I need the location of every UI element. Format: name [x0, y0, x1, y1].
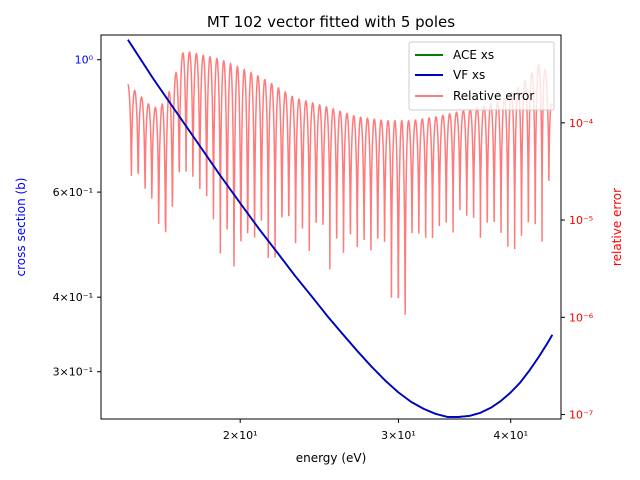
- legend-box: [408, 41, 555, 111]
- y-right-tick-label: 10⁻⁴: [569, 117, 594, 130]
- series-vf-xs: [127, 39, 554, 418]
- y-left-tick-label: 4×10⁻¹: [53, 291, 93, 304]
- y-axis-left: 10⁰ 6×10⁻¹ 4×10⁻¹ 3×10⁻¹: [53, 54, 101, 379]
- y-right-tick-label: 10⁻⁶: [569, 311, 594, 324]
- chart-title: MT 102 vector fitted with 5 poles: [207, 13, 455, 31]
- legend-label-vf: VF xs: [453, 68, 485, 82]
- x-tick-label: 4×10¹: [493, 429, 528, 442]
- y-axis-right-label: relative error: [610, 188, 624, 266]
- x-axis: 2×10¹ 3×10¹ 4×10¹: [223, 419, 528, 442]
- y-axis-right: 10⁻⁴ 10⁻⁵ 10⁻⁶ 10⁻⁷: [561, 117, 594, 422]
- plot-area: [127, 39, 554, 418]
- y-right-tick-label: 10⁻⁵: [569, 214, 593, 227]
- y-left-tick-label: 3×10⁻¹: [53, 366, 93, 379]
- legend-label-error: Relative error: [453, 89, 534, 103]
- x-tick-label: 3×10¹: [381, 429, 416, 442]
- x-tick-label: 2×10¹: [223, 429, 258, 442]
- legend-label-ace: ACE xs: [453, 48, 494, 62]
- y-left-tick-label: 10⁰: [75, 54, 94, 67]
- y-left-tick-label: 6×10⁻¹: [53, 186, 93, 199]
- y-axis-left-label: cross section (b): [14, 178, 28, 277]
- legend: ACE xs VF xs Relative error: [408, 41, 555, 111]
- plot-frame: [100, 34, 562, 420]
- series-relative-error: [127, 51, 554, 315]
- x-axis-label: energy (eV): [296, 451, 367, 465]
- y-right-tick-label: 10⁻⁷: [569, 409, 593, 422]
